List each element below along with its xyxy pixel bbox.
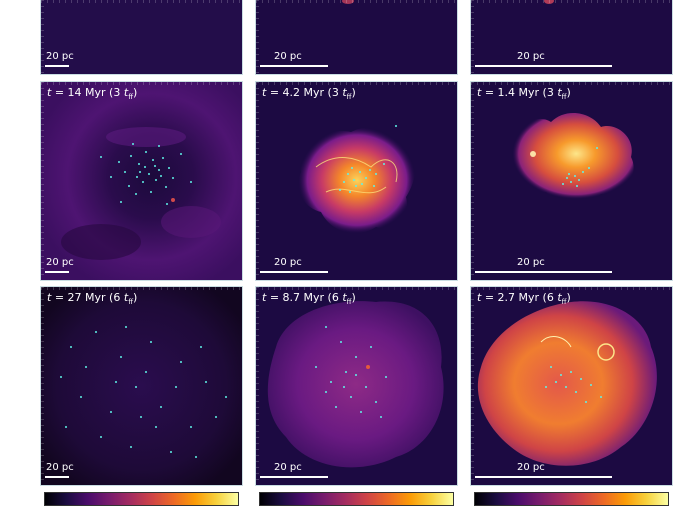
colorbar-col2 xyxy=(259,492,454,506)
gas-density-map xyxy=(267,301,444,468)
star-particles xyxy=(562,147,598,187)
scale-bar-group: 20 pc xyxy=(41,459,242,485)
scale-label: 20 pc xyxy=(274,462,302,473)
colorbar-col3 xyxy=(474,492,669,506)
scale-bar xyxy=(260,476,328,478)
gas-density-map xyxy=(298,127,416,234)
scale-label: 20 pc xyxy=(274,51,302,62)
panel-row1-col1: 20 pc xyxy=(40,0,243,75)
star-particles xyxy=(60,326,227,458)
scale-label: 20 pc xyxy=(517,51,545,62)
time-label: t = 27 Myr (6 tff) xyxy=(47,291,138,307)
scale-bar-group: 20 pc xyxy=(41,254,242,280)
panel-row3-col1: t = 27 Myr (6 tff) 20 pc xyxy=(40,286,243,486)
scale-bar xyxy=(45,476,69,478)
scale-bar xyxy=(45,65,69,67)
panel-row2-col2: t = 4.2 Myr (3 tff) 20 pc xyxy=(255,81,458,281)
scale-bar-group: 20 pc xyxy=(471,459,672,485)
scale-bar-group: 20 pc xyxy=(256,459,457,485)
panel-row2-col1: t = 14 Myr (3 tff) 20 pc xyxy=(40,81,243,281)
scale-label: 20 pc xyxy=(46,462,74,473)
panel-row3-col2: t = 8.7 Myr (6 tff) 20 pc xyxy=(255,286,458,486)
panel-row3-col3: t = 2.7 Myr (6 tff) 20 pc xyxy=(470,286,673,486)
scale-bar-group: 20 pc xyxy=(471,48,672,74)
scale-bar xyxy=(45,271,69,273)
star-particles xyxy=(315,326,387,418)
scale-bar-group: 20 pc xyxy=(256,48,457,74)
scale-label: 20 pc xyxy=(517,257,545,268)
star-particles xyxy=(339,125,397,193)
star-particles xyxy=(545,366,602,403)
time-label: t = 2.7 Myr (6 tff) xyxy=(477,291,571,307)
panel-row1-col3: 20 pc xyxy=(470,0,673,75)
gas-density-map xyxy=(544,0,554,4)
panel-row2-col3: t = 1.4 Myr (3 tff) 20 pc xyxy=(470,81,673,281)
panel-row1-col2: 20 pc xyxy=(255,0,458,75)
scale-bar xyxy=(475,271,612,273)
time-label: t = 4.2 Myr (3 tff) xyxy=(262,86,356,102)
time-label: t = 14 Myr (3 tff) xyxy=(47,86,138,102)
gas-density-map xyxy=(477,301,657,466)
scale-label: 20 pc xyxy=(274,257,302,268)
scale-bar xyxy=(260,271,328,273)
scale-bar-group: 20 pc xyxy=(41,48,242,74)
scale-bar xyxy=(260,65,328,67)
gas-density-map xyxy=(506,112,634,204)
gas-density-map xyxy=(41,82,242,280)
colorbar-col1 xyxy=(44,492,239,506)
gas-density-map xyxy=(41,287,242,485)
time-label: t = 8.7 Myr (6 tff) xyxy=(262,291,356,307)
gas-density-map xyxy=(342,0,354,4)
scale-label: 20 pc xyxy=(517,462,545,473)
scale-bar xyxy=(475,476,612,478)
time-label: t = 1.4 Myr (3 tff) xyxy=(477,86,571,102)
scale-label: 20 pc xyxy=(46,51,74,62)
scale-label: 20 pc xyxy=(46,257,74,268)
scale-bar-group: 20 pc xyxy=(256,254,457,280)
star-particles xyxy=(100,143,192,205)
scale-bar-group: 20 pc xyxy=(471,254,672,280)
scale-bar xyxy=(475,65,612,67)
